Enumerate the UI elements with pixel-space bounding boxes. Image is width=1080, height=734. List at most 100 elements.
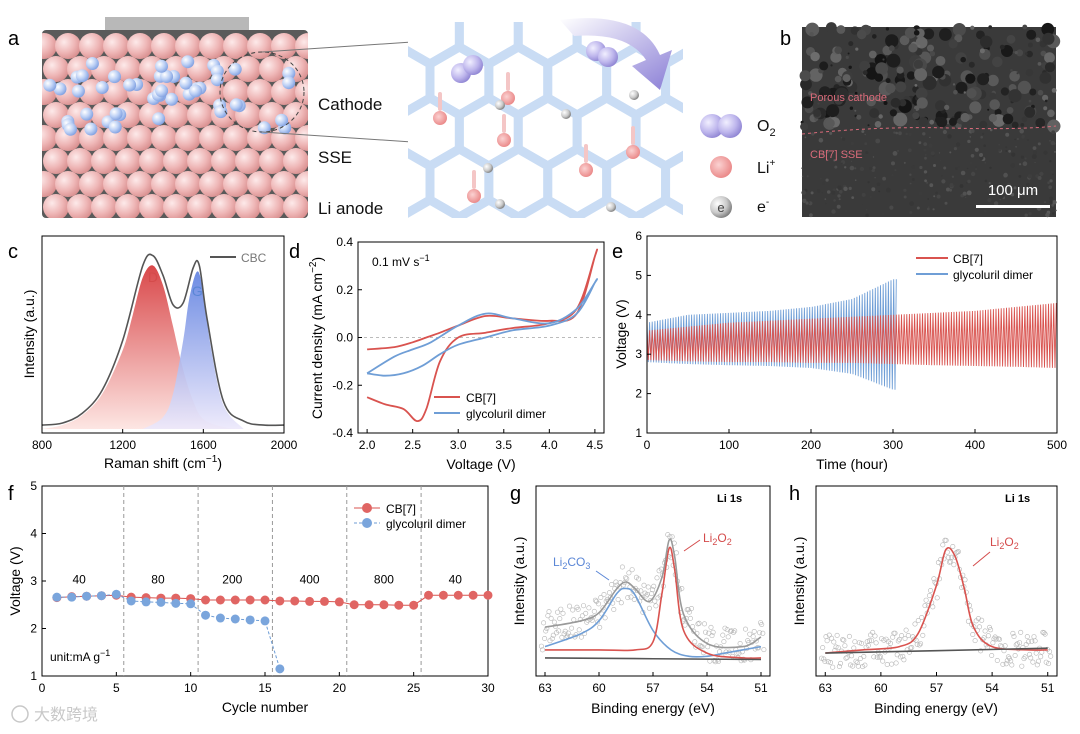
sem-grain — [1014, 51, 1018, 55]
sem-grain — [970, 129, 975, 133]
sem-grain — [999, 199, 1001, 201]
xps-point — [962, 577, 968, 583]
xps-point — [1046, 661, 1052, 667]
x-tick-label: 60 — [592, 681, 606, 695]
xps-point — [918, 641, 924, 647]
xps-point — [651, 583, 657, 589]
sem-grain — [878, 190, 881, 193]
xps-point — [575, 606, 581, 612]
sem-grain — [922, 132, 926, 136]
sem-grain — [866, 96, 876, 107]
sem-grain — [886, 187, 891, 193]
xps-point — [1034, 662, 1040, 668]
cb7-point — [468, 590, 478, 600]
sem-grain — [947, 134, 952, 139]
sem-grain — [939, 159, 942, 162]
electrode-particle — [151, 171, 177, 197]
sem-grain — [913, 59, 924, 69]
sem-grain — [821, 192, 823, 194]
sem-grain — [845, 55, 849, 60]
panel-label-b: b — [780, 28, 791, 50]
panel-label-a: a — [8, 28, 20, 50]
sem-grain — [850, 160, 853, 162]
sem-sse-label: CB[7] SSE — [810, 149, 863, 161]
xps-point — [928, 587, 934, 593]
xps-point — [682, 622, 688, 628]
sem-grain — [1027, 42, 1033, 48]
sem-grain — [1048, 185, 1052, 189]
xps-point — [1027, 651, 1033, 657]
current-collector-top — [105, 17, 249, 32]
sem-grain — [993, 201, 999, 206]
cb7-point — [245, 595, 255, 605]
unit-note: unit:mA g−1 — [50, 648, 110, 664]
cb7-point — [364, 600, 374, 610]
peak-label-d: D — [148, 269, 158, 285]
cathode-particle — [75, 69, 89, 83]
xps-point — [578, 634, 584, 640]
ticks-g: 63 60 57 54 51 — [538, 672, 768, 695]
xps-point — [732, 628, 738, 634]
sem-grain — [975, 168, 978, 171]
sem-grain — [850, 141, 854, 146]
sem-grain — [837, 194, 841, 198]
sem-grain — [909, 201, 914, 206]
sem-grain — [831, 209, 836, 214]
legend-label-gd-f: glycoluril dimer — [386, 517, 466, 531]
sem-grain — [946, 187, 950, 192]
o2-molecule-small — [451, 55, 483, 83]
sem-grain — [1039, 72, 1052, 84]
xps-point — [978, 648, 984, 654]
sem-grain — [1027, 174, 1033, 179]
sem-grain — [933, 164, 936, 167]
honeycomb-cell — [342, 0, 401, 64]
xps-point — [819, 655, 825, 661]
y-axis-label-c: Intensity (a.u.) — [21, 290, 37, 379]
sem-grain — [987, 74, 999, 87]
sem-grain — [1003, 172, 1008, 178]
electron — [483, 163, 493, 173]
sem-grain — [955, 81, 968, 94]
y-tick-label: 0.2 — [336, 283, 353, 297]
sem-grain — [808, 91, 813, 96]
electrode-particle — [175, 171, 201, 197]
sem-grain — [992, 56, 1003, 68]
xps-point — [994, 657, 1000, 663]
sem-grain — [909, 211, 913, 214]
xps-point — [1002, 643, 1008, 649]
ions-and-electrons — [433, 72, 640, 212]
xps-point — [1010, 630, 1016, 636]
sem-grain — [1044, 99, 1048, 103]
electrode-particle — [283, 194, 308, 218]
electron — [495, 199, 505, 209]
xps-point — [1026, 639, 1032, 645]
glycoluril-point — [126, 596, 136, 606]
glycoluril-point — [141, 597, 151, 607]
sem-grain — [916, 206, 920, 210]
sem-grain — [1012, 51, 1016, 54]
xps-point — [634, 588, 640, 594]
xps-point — [1018, 629, 1024, 635]
x-tick-label: 30 — [481, 681, 495, 695]
sem-grain — [1047, 109, 1055, 118]
electrode-particle — [91, 194, 117, 218]
sem-grain — [927, 44, 934, 52]
rate-label: 800 — [374, 572, 394, 586]
x-tick-label: 63 — [819, 681, 833, 695]
sem-grain — [1049, 139, 1051, 142]
xps-point — [893, 660, 899, 666]
sem-grain — [968, 61, 975, 68]
xps-point — [922, 603, 928, 609]
sem-grain — [889, 205, 894, 210]
sem-grain — [809, 32, 814, 37]
sem-grain — [941, 179, 946, 184]
sem-grain — [1024, 213, 1028, 217]
xps-point — [970, 631, 976, 637]
sem-grain — [894, 169, 897, 172]
xps-point — [859, 640, 865, 646]
sem-grain — [805, 201, 809, 205]
xps-point — [626, 570, 632, 576]
electrode-particle — [295, 125, 308, 151]
xps-point — [840, 637, 846, 643]
xps-point — [889, 661, 895, 667]
